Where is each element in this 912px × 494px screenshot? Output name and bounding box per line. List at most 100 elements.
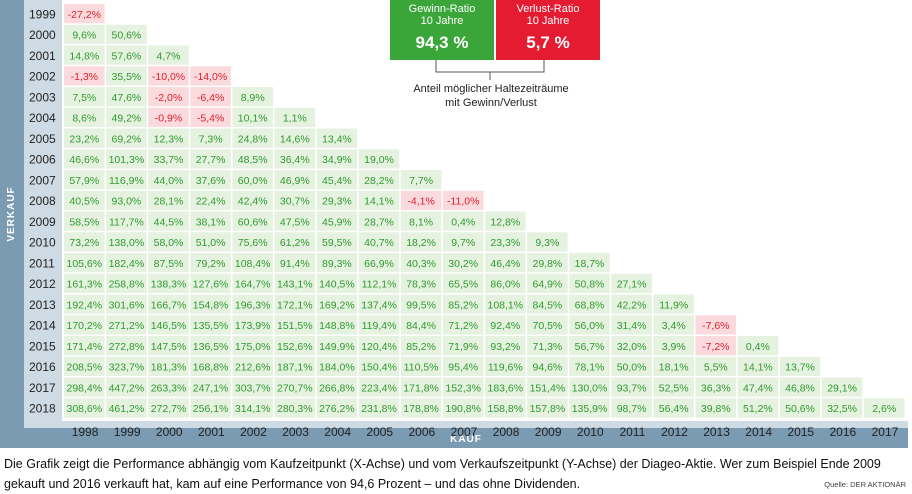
cell-value: 14,6%	[280, 133, 310, 145]
cell-value: 116,9%	[109, 175, 144, 187]
cell-positive	[611, 377, 652, 397]
cell-positive	[232, 398, 273, 418]
cell-positive	[232, 273, 273, 293]
cell-value: 51,0%	[196, 237, 226, 249]
cell-value: 164,7%	[235, 279, 271, 291]
cell-positive	[106, 45, 147, 65]
cell-positive	[148, 294, 189, 314]
y-tick-label: 2007	[29, 173, 56, 187]
cell-value: 8,1%	[409, 216, 433, 228]
cell-value: 151,4%	[530, 382, 566, 394]
cell-value: 86,0%	[490, 279, 520, 291]
x-tick-label: 2015	[787, 425, 814, 439]
cell-positive	[358, 336, 400, 356]
cell-positive	[64, 398, 105, 418]
cell-positive	[737, 356, 779, 376]
cell-positive	[148, 211, 189, 231]
cell-positive	[358, 211, 400, 231]
y-tick-label: 2018	[29, 402, 56, 416]
cell-positive	[485, 336, 526, 356]
cell-value: 18,1%	[659, 362, 689, 374]
cell-value: 78,1%	[575, 362, 605, 374]
cell-positive	[821, 398, 863, 418]
cell-positive	[400, 356, 442, 376]
cell-value: 52,5%	[659, 382, 689, 394]
cell-value: 168,8%	[193, 362, 229, 374]
cell-value: 171,8%	[403, 382, 439, 394]
gewinn-title: Gewinn-Ratio	[408, 3, 476, 15]
x-tick-label: 2000	[156, 425, 183, 439]
gewinn-value: 94,3 %	[415, 33, 469, 52]
cell-positive	[821, 377, 863, 397]
cell-value: 127,6%	[193, 279, 229, 291]
cell-positive	[316, 211, 358, 231]
cell-positive	[611, 398, 652, 418]
cell-value: 101,3%	[109, 154, 145, 166]
cell-positive	[148, 190, 189, 210]
cell-value: 149,9%	[319, 341, 355, 353]
cell-value: 14,8%	[69, 50, 99, 62]
x-axis-title-band	[0, 428, 908, 448]
cell-value: 183,6%	[487, 382, 523, 394]
cell-value: 33,7%	[154, 154, 184, 166]
cell-positive	[611, 336, 652, 356]
cell-value: 37,6%	[196, 175, 226, 187]
cell-value: 46,9%	[280, 175, 310, 187]
cell-positive	[148, 149, 189, 169]
cell-positive	[64, 273, 105, 293]
cell-positive	[190, 149, 231, 169]
x-tick-label: 2014	[745, 425, 772, 439]
cell-value: 50,6%	[785, 403, 815, 415]
cell-value: 7,5%	[72, 92, 96, 104]
cell-value: 48,5%	[238, 154, 268, 166]
cell-value: 44,5%	[154, 216, 184, 228]
cell-negative	[64, 4, 105, 24]
cell-positive	[64, 294, 105, 314]
cell-positive	[274, 273, 316, 293]
cell-value: 266,8%	[319, 382, 355, 394]
cell-negative	[442, 190, 484, 210]
cell-value: 75,6%	[238, 237, 268, 249]
y-tick-label: 2014	[29, 319, 56, 333]
verlust-subtitle: 10 Jahre	[526, 15, 570, 27]
cell-positive	[358, 315, 400, 335]
cell-value: 50,8%	[575, 279, 605, 291]
cell-positive	[106, 377, 147, 397]
cell-value: 13,4%	[322, 133, 352, 145]
cell-value: 120,4%	[361, 341, 397, 353]
cell-positive	[779, 356, 821, 376]
chart-caption: Die Grafik zeigt die Performance abhängi…	[4, 457, 881, 491]
cell-positive	[64, 24, 105, 44]
cell-positive	[400, 211, 442, 231]
cell-positive	[779, 377, 821, 397]
cell-positive	[400, 398, 442, 418]
cell-value: -6,4%	[197, 92, 224, 104]
cell-positive	[232, 377, 273, 397]
y-tick-label: 2006	[29, 153, 56, 167]
cell-value: 28,2%	[364, 175, 394, 187]
cell-positive	[569, 398, 610, 418]
cell-value: 247,1%	[193, 382, 229, 394]
cell-positive	[64, 377, 105, 397]
cell-positive	[653, 336, 694, 356]
cell-value: 138,0%	[109, 237, 145, 249]
cell-positive	[106, 336, 147, 356]
cell-value: 272,7%	[151, 403, 187, 415]
cell-value: 263,3%	[151, 382, 187, 394]
cell-positive	[442, 336, 484, 356]
cell-positive	[106, 190, 147, 210]
cell-value: 146,5%	[151, 320, 187, 332]
y-tick-label: 1999	[29, 7, 56, 21]
cell-value: 47,4%	[743, 382, 773, 394]
cell-positive	[190, 336, 231, 356]
cell-positive	[232, 356, 273, 376]
cell-value: 301,6%	[109, 299, 145, 311]
cell-negative	[400, 190, 442, 210]
cell-positive	[64, 128, 105, 148]
cell-positive	[64, 107, 105, 127]
cell-positive	[442, 211, 484, 231]
cell-value: 5,5%	[704, 362, 728, 374]
x-tick-label: 1998	[72, 425, 99, 439]
cell-positive	[358, 398, 400, 418]
cell-value: 271,2%	[109, 320, 145, 332]
